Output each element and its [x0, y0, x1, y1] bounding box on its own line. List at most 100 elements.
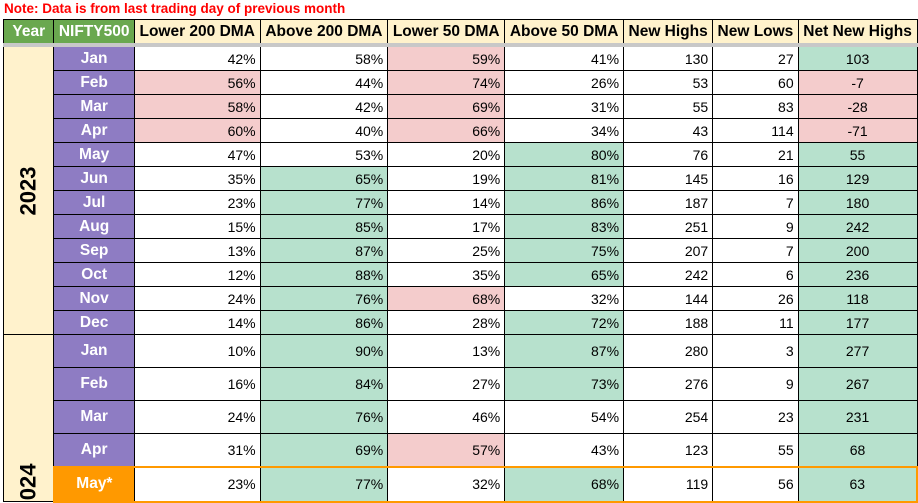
- new-highs-cell[interactable]: 144: [623, 286, 714, 311]
- header-new-highs[interactable]: New Highs: [623, 19, 714, 47]
- new-highs-cell[interactable]: 188: [623, 310, 714, 335]
- above-50-dma-cell[interactable]: 31%: [504, 94, 625, 119]
- lower-200-dma-cell[interactable]: 56%: [133, 70, 261, 95]
- above-200-dma-cell[interactable]: 88%: [259, 262, 389, 287]
- new-highs-cell[interactable]: 123: [623, 432, 714, 468]
- above-200-dma-cell[interactable]: 44%: [259, 70, 389, 95]
- lower-50-dma-cell[interactable]: 57%: [387, 432, 506, 468]
- new-highs-cell[interactable]: 254: [623, 399, 714, 434]
- lower-200-dma-cell[interactable]: 24%: [133, 399, 261, 434]
- lower-50-dma-cell[interactable]: 35%: [387, 262, 506, 287]
- lower-50-dma-cell[interactable]: 59%: [387, 44, 506, 71]
- month-cell[interactable]: Jan: [53, 334, 135, 368]
- net-new-highs-cell[interactable]: -28: [797, 94, 918, 119]
- above-50-dma-cell[interactable]: 87%: [504, 334, 625, 368]
- above-50-dma-cell[interactable]: 32%: [504, 286, 625, 311]
- net-new-highs-cell[interactable]: 55: [797, 142, 918, 167]
- new-lows-cell[interactable]: 27: [712, 44, 799, 71]
- lower-200-dma-cell[interactable]: 23%: [133, 466, 261, 503]
- above-200-dma-cell[interactable]: 76%: [259, 399, 389, 434]
- above-200-dma-cell[interactable]: 87%: [259, 238, 389, 263]
- above-50-dma-cell[interactable]: 75%: [504, 238, 625, 263]
- new-lows-cell[interactable]: 11: [712, 310, 799, 335]
- net-new-highs-cell[interactable]: 129: [797, 166, 918, 191]
- lower-50-dma-cell[interactable]: 66%: [387, 118, 506, 143]
- net-new-highs-cell[interactable]: 118: [797, 286, 918, 311]
- lower-200-dma-cell[interactable]: 14%: [133, 310, 261, 335]
- new-highs-cell[interactable]: 119: [623, 466, 714, 503]
- month-cell[interactable]: Jun: [53, 166, 135, 191]
- net-new-highs-cell[interactable]: 103: [797, 44, 918, 71]
- net-new-highs-cell[interactable]: 68: [797, 432, 918, 468]
- above-50-dma-cell[interactable]: 43%: [504, 432, 625, 468]
- net-new-highs-cell[interactable]: 236: [797, 262, 918, 287]
- month-cell[interactable]: Feb: [53, 70, 135, 95]
- above-200-dma-cell[interactable]: 53%: [259, 142, 389, 167]
- new-highs-cell[interactable]: 43: [623, 118, 714, 143]
- header-new-lows[interactable]: New Lows: [712, 19, 799, 47]
- above-200-dma-cell[interactable]: 69%: [259, 432, 389, 468]
- above-50-dma-cell[interactable]: 34%: [504, 118, 625, 143]
- new-highs-cell[interactable]: 130: [623, 44, 714, 71]
- above-50-dma-cell[interactable]: 83%: [504, 214, 625, 239]
- new-highs-cell[interactable]: 280: [623, 334, 714, 368]
- month-cell[interactable]: Jan: [53, 44, 135, 71]
- net-new-highs-cell[interactable]: 177: [797, 310, 918, 335]
- month-cell[interactable]: Nov: [53, 286, 135, 311]
- new-lows-cell[interactable]: 21: [712, 142, 799, 167]
- above-50-dma-cell[interactable]: 65%: [504, 262, 625, 287]
- lower-50-dma-cell[interactable]: 20%: [387, 142, 506, 167]
- header-net-new-highs[interactable]: Net New Highs: [797, 19, 918, 47]
- header-nifty500[interactable]: NIFTY500: [53, 19, 135, 47]
- month-cell[interactable]: Jul: [53, 190, 135, 215]
- lower-50-dma-cell[interactable]: 69%: [387, 94, 506, 119]
- new-lows-cell[interactable]: 6: [712, 262, 799, 287]
- above-50-dma-cell[interactable]: 41%: [504, 44, 625, 71]
- new-highs-cell[interactable]: 276: [623, 366, 714, 401]
- header-lower-200-dma[interactable]: Lower 200 DMA: [133, 19, 261, 47]
- year-cell[interactable]: 2023: [2, 44, 55, 335]
- above-50-dma-cell[interactable]: 86%: [504, 190, 625, 215]
- lower-200-dma-cell[interactable]: 23%: [133, 190, 261, 215]
- above-200-dma-cell[interactable]: 65%: [259, 166, 389, 191]
- new-highs-cell[interactable]: 76: [623, 142, 714, 167]
- lower-200-dma-cell[interactable]: 35%: [133, 166, 261, 191]
- above-200-dma-cell[interactable]: 58%: [259, 44, 389, 71]
- month-cell[interactable]: Feb: [53, 366, 135, 401]
- month-cell[interactable]: Sep: [53, 238, 135, 263]
- month-cell[interactable]: May: [53, 142, 135, 167]
- lower-200-dma-cell[interactable]: 42%: [133, 44, 261, 71]
- above-50-dma-cell[interactable]: 68%: [504, 466, 625, 503]
- above-200-dma-cell[interactable]: 84%: [259, 366, 389, 401]
- above-50-dma-cell[interactable]: 81%: [504, 166, 625, 191]
- above-50-dma-cell[interactable]: 26%: [504, 70, 625, 95]
- header-year[interactable]: Year: [2, 19, 55, 47]
- net-new-highs-cell[interactable]: 63: [797, 466, 918, 503]
- new-lows-cell[interactable]: 26: [712, 286, 799, 311]
- lower-200-dma-cell[interactable]: 16%: [133, 366, 261, 401]
- above-200-dma-cell[interactable]: 42%: [259, 94, 389, 119]
- new-lows-cell[interactable]: 60: [712, 70, 799, 95]
- new-lows-cell[interactable]: 9: [712, 214, 799, 239]
- month-cell[interactable]: Apr: [53, 118, 135, 143]
- new-highs-cell[interactable]: 187: [623, 190, 714, 215]
- new-highs-cell[interactable]: 145: [623, 166, 714, 191]
- lower-50-dma-cell[interactable]: 74%: [387, 70, 506, 95]
- header-lower-50-dma[interactable]: Lower 50 DMA: [387, 19, 506, 47]
- above-50-dma-cell[interactable]: 54%: [504, 399, 625, 434]
- lower-50-dma-cell[interactable]: 32%: [387, 466, 506, 503]
- lower-200-dma-cell[interactable]: 15%: [133, 214, 261, 239]
- net-new-highs-cell[interactable]: 231: [797, 399, 918, 434]
- month-cell[interactable]: Apr: [53, 432, 135, 468]
- new-lows-cell[interactable]: 83: [712, 94, 799, 119]
- above-50-dma-cell[interactable]: 73%: [504, 366, 625, 401]
- above-50-dma-cell[interactable]: 80%: [504, 142, 625, 167]
- lower-200-dma-cell[interactable]: 58%: [133, 94, 261, 119]
- above-200-dma-cell[interactable]: 77%: [259, 466, 389, 503]
- year-cell[interactable]: 2024: [2, 334, 55, 502]
- month-cell[interactable]: Mar: [53, 94, 135, 119]
- lower-200-dma-cell[interactable]: 47%: [133, 142, 261, 167]
- new-lows-cell[interactable]: 16: [712, 166, 799, 191]
- lower-200-dma-cell[interactable]: 13%: [133, 238, 261, 263]
- new-highs-cell[interactable]: 53: [623, 70, 714, 95]
